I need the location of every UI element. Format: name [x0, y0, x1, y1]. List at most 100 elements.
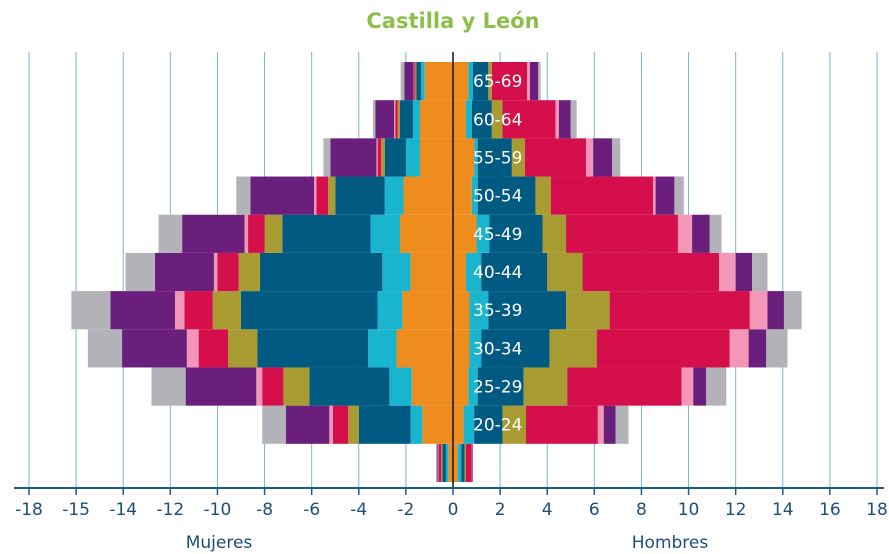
bar-segment [471, 176, 478, 215]
bar-segment [693, 367, 707, 406]
x-tick-label: 10 [678, 500, 700, 520]
bar-segment [749, 291, 768, 330]
bar-segment [332, 405, 349, 444]
bar-segment [389, 367, 412, 406]
category-label: 35-39 [473, 301, 522, 321]
bar-segment [335, 176, 385, 215]
category-label: 30-34 [473, 339, 522, 359]
bar-segment [262, 405, 286, 444]
bar-segment [381, 138, 385, 177]
bar-segment [596, 329, 730, 368]
bar-segment [524, 138, 587, 177]
bar-segment [453, 176, 472, 215]
x-tick-label: 0 [448, 500, 459, 520]
bar-segment [677, 214, 693, 253]
bar-segment [437, 443, 439, 482]
bar-segment [491, 100, 503, 139]
bar-segment [567, 367, 682, 406]
bar-segment [285, 405, 330, 444]
bar-segment [692, 214, 710, 253]
bar-segment [87, 329, 123, 368]
bar-segment [368, 329, 397, 368]
bar-segment [719, 252, 736, 292]
bar-segment [416, 62, 422, 101]
bar-segment [405, 138, 421, 177]
bar-segment [453, 62, 469, 101]
bar-segment [155, 252, 214, 292]
bar-segment [412, 100, 421, 139]
bar-segment [477, 138, 512, 177]
bar-segment [469, 291, 489, 330]
bar-segment [158, 214, 183, 253]
bar-segment [375, 100, 395, 139]
x-tick-label: 12 [725, 500, 747, 520]
bar-segment [530, 62, 539, 101]
bar-segment [453, 329, 470, 368]
x-tick-label: -6 [303, 500, 320, 520]
bar-segment [603, 405, 616, 444]
foreground: -18 -15 -14 -12 -10 -8 -6 -4 -2 0 2 4 6 8 10 12 14 16 18 15… [14, 52, 888, 520]
chart-title: Castilla y León [366, 9, 539, 33]
bar-segment [474, 138, 478, 177]
bar-segment [411, 367, 453, 406]
bar-segment [502, 405, 527, 444]
bar-segment [549, 329, 597, 368]
bar-segment [448, 443, 453, 482]
bar-segment [262, 367, 284, 406]
bar-segment [329, 405, 333, 444]
bar-segment [175, 291, 185, 330]
x-tick-label: 4 [542, 500, 553, 520]
bar-segment [488, 291, 567, 330]
bar-segment [256, 367, 263, 406]
bar-segment [767, 291, 784, 330]
bar-segment [402, 291, 453, 330]
bar-segment [185, 367, 257, 406]
bar-segment [441, 443, 443, 482]
bar-segment [244, 214, 249, 253]
bar-segment [384, 138, 406, 177]
bar-segment [457, 443, 462, 482]
x-tick-label: -15 [62, 500, 90, 520]
bar-segment [151, 367, 186, 406]
bar-segment [538, 62, 541, 101]
bar-segment [527, 62, 531, 101]
bar-segment [395, 100, 398, 139]
category-label: 50-54 [473, 187, 522, 207]
bar-segment [420, 138, 453, 177]
bar-segment [597, 405, 604, 444]
bar-segment [526, 405, 598, 444]
bar-segment [615, 405, 629, 444]
bar-segment [376, 138, 378, 177]
bar-segment [182, 214, 245, 253]
bar-segment [410, 405, 423, 444]
category-label: 55-59 [473, 148, 522, 168]
bar-segment [438, 443, 442, 482]
bar-segment [377, 138, 382, 177]
bar-segment [436, 443, 438, 482]
x-tick-label: -12 [156, 500, 184, 520]
bar-segment [400, 214, 453, 253]
bar-segment [752, 252, 768, 292]
bar-segment [463, 405, 475, 444]
bar-segment [453, 405, 464, 444]
bar-segment [236, 176, 251, 215]
x-tick-label: 18 [866, 500, 888, 520]
bar-segment [453, 100, 466, 139]
bar-segment [328, 176, 336, 215]
bar-segment [735, 252, 753, 292]
x-tick-label: -8 [256, 500, 273, 520]
bar-segment [476, 214, 490, 253]
bar-segment [471, 100, 492, 139]
bar-segment [681, 367, 694, 406]
bar-segment [550, 176, 654, 215]
bar-segment [420, 100, 453, 139]
bar-segment [523, 367, 568, 406]
bar-segment [442, 443, 446, 482]
bar-segment [461, 443, 465, 482]
bar-segment [465, 252, 482, 292]
bar-segment [422, 405, 453, 444]
bar-segment [316, 176, 329, 215]
bar-segment [453, 138, 475, 177]
bar-segment [228, 329, 258, 368]
